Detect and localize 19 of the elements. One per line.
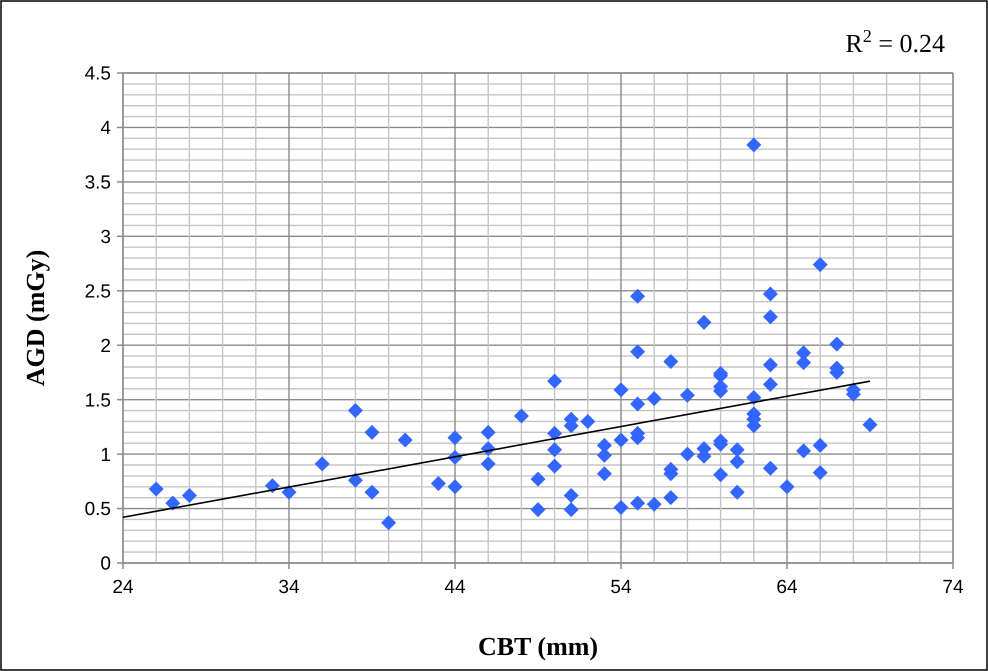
x-tick-label: 64 [776, 577, 798, 598]
x-tick-label: 74 [942, 577, 964, 598]
y-axis-title: AGD (mGy) [21, 250, 50, 386]
x-tick-label: 24 [112, 577, 134, 598]
y-tick-label: 1 [100, 444, 111, 466]
y-tick-label: 2 [100, 336, 111, 357]
y-tick-label: 3 [100, 226, 111, 248]
x-tick-label: 44 [444, 577, 466, 598]
x-axis-title: CBT (mm) [478, 632, 598, 661]
text: R$^{2}$ = 0.24 [845, 26, 945, 58]
y-tick-label: 4.5 [84, 64, 111, 85]
y-tick-label: 1.5 [84, 390, 111, 412]
y-tick-label: 4 [100, 118, 112, 140]
x-tick-label: 34 [278, 577, 300, 598]
x-tick-label: 54 [610, 577, 632, 598]
y-tick-label: 3.5 [84, 172, 111, 194]
y-tick-label: 0.5 [84, 499, 111, 520]
y-tick-label: 2.5 [84, 281, 111, 302]
y-tick-label: 0 [100, 554, 111, 575]
